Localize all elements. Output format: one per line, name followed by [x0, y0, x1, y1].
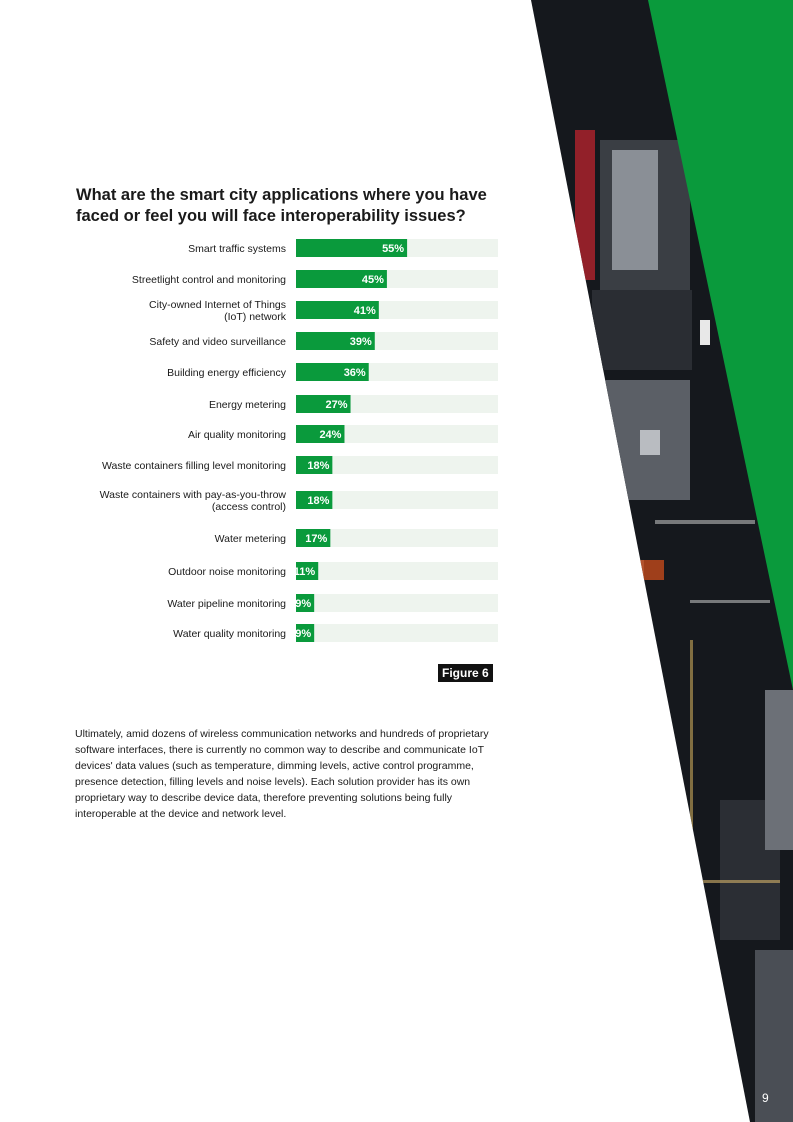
- bar-value-label: 18%: [307, 460, 329, 472]
- bar-track: [296, 425, 498, 443]
- category-label: Smart traffic systems: [188, 243, 286, 255]
- bar: [296, 301, 379, 319]
- green-accent-band: [648, 0, 793, 690]
- category-label: Safety and video surveillance: [149, 336, 286, 348]
- bar-value-label: 24%: [319, 429, 341, 441]
- category-label: Outdoor noise monitoring: [168, 566, 286, 578]
- bar-value-label: 45%: [362, 274, 384, 286]
- chart-title: What are the smart city applications whe…: [76, 186, 487, 225]
- bar-track: [296, 529, 498, 547]
- category-label: Waste containers with pay-as-you-throw (a…: [100, 489, 287, 513]
- bar-value-label: 18%: [307, 495, 329, 507]
- bar-track: [296, 456, 498, 474]
- bar: [296, 395, 351, 413]
- category-label: Waste containers filling level monitorin…: [102, 460, 286, 472]
- category-label: City-owned Internet of Things (IoT) netwo…: [149, 299, 287, 323]
- category-label: Air quality monitoring: [188, 429, 286, 441]
- category-label: Streetlight control and monitoring: [132, 274, 286, 286]
- page-number: 9: [762, 1091, 769, 1105]
- bar: [296, 239, 408, 257]
- bar: [296, 594, 315, 612]
- bar: [296, 529, 331, 547]
- bar: [296, 562, 319, 580]
- bar: [296, 491, 333, 509]
- category-label: Energy metering: [209, 399, 286, 411]
- bar-value-label: 27%: [326, 399, 348, 411]
- bar-value-label: 9%: [295, 628, 311, 640]
- bar-chart: 55% Smart traffic systems 45% Streetlight c…: [100, 239, 498, 642]
- category-label: Water pipeline monitoring: [167, 598, 286, 610]
- bar-track: [296, 594, 498, 612]
- bar-value-label: 17%: [305, 533, 327, 545]
- bar-value-label: 36%: [344, 367, 366, 379]
- category-label: Water metering: [215, 533, 287, 545]
- bar: [296, 270, 387, 288]
- category-label: Water quality monitoring: [173, 628, 286, 640]
- bar: [296, 624, 315, 642]
- bar-value-label: 55%: [382, 243, 404, 255]
- bar: [296, 332, 375, 350]
- bar-value-label: 41%: [354, 305, 376, 317]
- bar-track: [296, 491, 498, 509]
- bar-track: [296, 624, 498, 642]
- bar-value-label: 11%: [294, 566, 316, 578]
- bar-value-label: 39%: [350, 336, 372, 348]
- bar: [296, 363, 369, 381]
- bar: [296, 425, 345, 443]
- category-label: Building energy efficiency: [167, 367, 287, 379]
- bar: [296, 456, 333, 474]
- body-paragraph: Ultimately, amid dozens of wireless comm…: [75, 728, 489, 820]
- bar-value-label: 9%: [295, 598, 311, 610]
- bar-track: [296, 562, 498, 580]
- figure-label: Figure 6: [438, 664, 493, 682]
